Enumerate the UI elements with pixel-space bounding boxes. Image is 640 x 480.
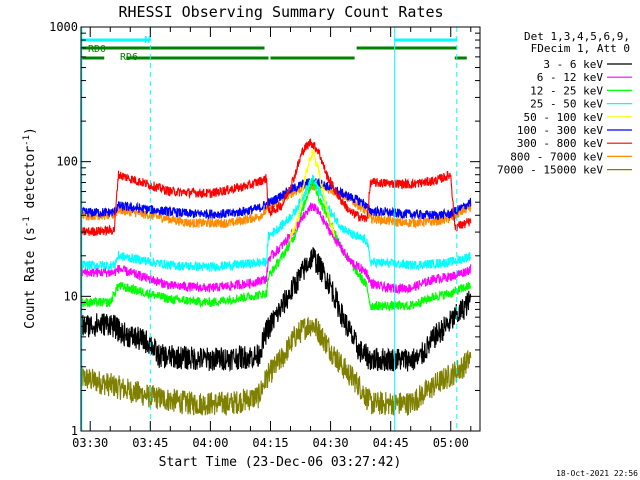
legend-header-line: Det 1,3,4,5,6,9, xyxy=(524,30,630,43)
y-tick-label: 1 xyxy=(71,424,78,438)
chart-title: RHESSI Observing Summary Count Rates xyxy=(118,3,443,21)
series-line xyxy=(81,202,472,295)
n-marker-label: N xyxy=(144,35,150,46)
legend-entry-label: 100 - 300 keV xyxy=(517,124,603,137)
plot-frame xyxy=(80,26,481,432)
legend-entry-label: 7000 - 15000 keV xyxy=(497,164,603,177)
series-line xyxy=(81,317,472,416)
y-axis-label-part: Count Rate (s xyxy=(23,227,38,329)
series-line xyxy=(81,247,472,373)
rd6-label: RD6 xyxy=(120,52,138,63)
series-line xyxy=(81,178,472,313)
y-axis-label-part: ) xyxy=(23,127,38,135)
x-tick-label: 05:00 xyxy=(433,436,469,450)
series-line xyxy=(289,148,335,242)
rd0-label: RD0 xyxy=(88,44,106,55)
legend-entry-label: 3 - 6 keV xyxy=(543,58,603,71)
x-tick-label: 03:45 xyxy=(132,436,168,450)
x-tick-label: 03:30 xyxy=(72,436,108,450)
legend-entry-label: 6 - 12 keV xyxy=(537,71,604,84)
legend-entry-label: 25 - 50 keV xyxy=(530,98,603,111)
series-line xyxy=(81,178,472,220)
x-axis-label: Start Time (23-Dec-06 03:27:42) xyxy=(159,455,402,470)
y-axis-label-sup: -1 xyxy=(22,135,32,146)
legend-entry-label: 800 - 7000 keV xyxy=(510,150,603,163)
legend-entry-label: 12 - 25 keV xyxy=(530,84,603,97)
series-line xyxy=(81,138,472,237)
legend-header-line: FDecim 1, Att 0 xyxy=(531,42,630,55)
plot-area xyxy=(81,27,472,431)
y-axis-label: Count Rate (s-1 detector-1) xyxy=(22,127,38,329)
series-line xyxy=(81,174,472,273)
y-tick-label: 1000 xyxy=(49,20,78,34)
legend: Det 1,3,4,5,6,9, FDecim 1, Att 0 3 - 6 k… xyxy=(497,30,632,177)
x-tick-label: 04:30 xyxy=(313,436,349,450)
footer-date: 18-Oct-2021 22:56 xyxy=(556,469,638,478)
x-tick-label: 04:45 xyxy=(373,436,409,450)
axes: N RD0 RD6 1 10 100 1000 03:30 03:45 04:00 04:15 04:… xyxy=(49,20,481,450)
x-tick-label: 04:00 xyxy=(192,436,228,450)
legend-entry-label: 300 - 800 keV xyxy=(517,137,603,150)
y-tick-label: 10 xyxy=(64,289,78,303)
y-axis-label-sup: -1 xyxy=(22,216,32,227)
y-tick-label: 100 xyxy=(56,155,78,169)
y-axis-label-part: detector xyxy=(23,146,38,217)
legend-entry-label: 50 - 100 keV xyxy=(524,111,604,124)
x-tick-label: 04:15 xyxy=(252,436,288,450)
